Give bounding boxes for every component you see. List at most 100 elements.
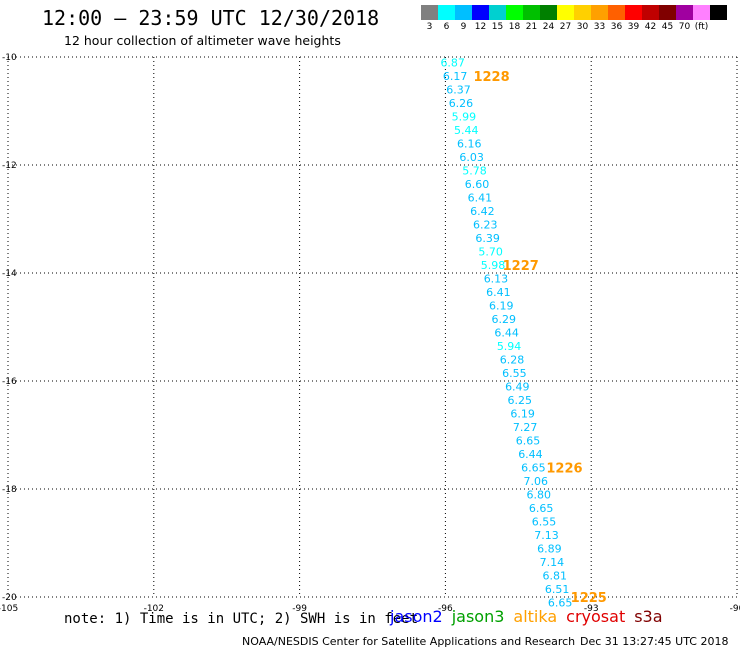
color-swatch	[642, 5, 659, 20]
swh-value-label: 6.41	[468, 191, 493, 204]
y-tick-label: -10	[2, 53, 17, 63]
color-swatch	[710, 5, 727, 20]
swh-value-label: 6.23	[473, 218, 498, 231]
color-swatch	[574, 5, 591, 20]
legend-entry-cryosat: cryosat	[566, 607, 626, 626]
satellite-legend: jason2 jason3 altika cryosat s3a	[390, 607, 672, 626]
color-scale-label: 15	[491, 22, 504, 32]
page-subtitle: 12 hour collection of altimeter wave hei…	[64, 33, 341, 48]
x-tick-label: -102	[144, 604, 164, 614]
swh-value-label: 5.44	[454, 124, 479, 137]
color-scale-legend: 3 6 9 12 15 18 21 24 27 30 33 36 39 42 45 70 (ft)	[421, 5, 729, 35]
legend-entry-jason3: jason3	[451, 607, 505, 626]
color-scale-label: 42	[644, 22, 657, 32]
color-swatch	[472, 5, 489, 20]
page-title: 12:00 – 23:59 UTC 12/30/2018	[42, 6, 380, 30]
y-tick-label: -14	[2, 269, 17, 279]
y-tick-label: -20	[2, 593, 17, 603]
color-swatch	[455, 5, 472, 20]
swh-value-label: 6.26	[449, 97, 474, 110]
swh-value-label: 6.89	[537, 542, 562, 555]
swh-value-label: 6.03	[459, 151, 484, 164]
color-scale-label: 21	[525, 22, 538, 32]
x-tick-label: -99	[292, 604, 307, 614]
legend-entry-s3a: s3a	[634, 607, 663, 626]
swh-value-label: 6.39	[475, 232, 500, 245]
swh-value-label: 6.80	[526, 488, 551, 501]
swh-value-label: 6.81	[543, 569, 568, 582]
swh-value-label: 7.27	[513, 421, 538, 434]
color-scale-label: 18	[508, 22, 521, 32]
time-label: 1228	[473, 70, 509, 85]
color-swatch	[421, 5, 438, 20]
swh-value-label: 6.44	[518, 448, 543, 461]
swh-value-label: 7.13	[534, 529, 559, 542]
x-tick-label: -96	[438, 604, 453, 614]
y-tick-label: -16	[2, 377, 17, 387]
legend-entry-altika: altika	[513, 607, 558, 626]
time-label: 1227	[503, 259, 539, 274]
note-text: note: 1) Time is in UTC; 2) SWH is in fe…	[64, 611, 419, 627]
swh-value-label: 6.51	[545, 583, 570, 596]
swh-value-label: 5.99	[452, 110, 477, 123]
time-label: 1225	[571, 591, 607, 606]
swh-value-label: 5.94	[497, 340, 522, 353]
color-scale-label: (ft)	[694, 22, 709, 32]
time-label: 1226	[546, 461, 582, 476]
color-swatch	[540, 5, 557, 20]
color-scale-label: 12	[474, 22, 487, 32]
color-scale-label: 39	[627, 22, 640, 32]
swh-value-label: 6.60	[465, 178, 490, 191]
x-tick-label: -90	[730, 604, 740, 614]
color-scale-label: 3	[426, 22, 433, 32]
color-scale-label: 24	[542, 22, 555, 32]
color-swatch	[693, 5, 710, 20]
x-tick-label: -105	[0, 604, 18, 614]
color-scale-label: 27	[559, 22, 572, 32]
swh-value-label: 6.28	[500, 353, 525, 366]
swh-value-label: 7.06	[524, 475, 549, 488]
swh-value-label: 5.98	[481, 259, 506, 272]
swh-value-label: 6.65	[529, 502, 554, 515]
color-swatch	[438, 5, 455, 20]
color-swatch	[625, 5, 642, 20]
swh-value-label: 6.65	[516, 434, 541, 447]
color-swatch	[489, 5, 506, 20]
swh-value-label: 6.87	[440, 56, 465, 69]
timestamp-text: Dec 31 13:27:45 UTC 2018	[580, 635, 729, 648]
color-swatch	[506, 5, 523, 20]
swh-value-label: 7.14	[540, 556, 565, 569]
color-scale-label: 33	[593, 22, 606, 32]
color-swatch	[591, 5, 608, 20]
swh-value-label: 6.19	[489, 299, 514, 312]
swh-value-label: 6.55	[502, 367, 527, 380]
credit-text: NOAA/NESDIS Center for Satellite Applica…	[242, 635, 576, 648]
swh-value-label: 6.65	[521, 461, 546, 474]
swh-value-label: 5.70	[478, 245, 503, 258]
color-scale-label: 30	[576, 22, 589, 32]
swh-value-label: 6.37	[446, 83, 471, 96]
color-scale-label: 9	[460, 22, 467, 32]
color-swatch	[659, 5, 676, 20]
swh-value-label: 6.13	[484, 272, 509, 285]
swh-value-label: 6.44	[494, 326, 519, 339]
color-swatch	[557, 5, 574, 20]
swh-value-label: 6.29	[491, 313, 516, 326]
y-tick-label: -18	[2, 485, 17, 495]
swh-value-label: 6.49	[505, 380, 530, 393]
swh-value-label: 5.78	[462, 164, 487, 177]
swh-value-label: 6.16	[457, 137, 482, 150]
color-scale-labels: 3 6 9 12 15 18 21 24 27 30 33 36 39 42 45 70 (ft)	[421, 22, 729, 32]
color-scale-label: 36	[610, 22, 623, 32]
color-swatch	[608, 5, 625, 20]
swh-value-label: 6.17	[443, 70, 468, 83]
color-swatch	[676, 5, 693, 20]
color-swatch	[523, 5, 540, 20]
swh-value-label: 6.65	[548, 596, 573, 609]
color-scale-label: 6	[443, 22, 450, 32]
swh-value-label: 6.19	[510, 407, 535, 420]
legend-entry-jason2: jason2	[390, 607, 443, 626]
swh-value-label: 6.42	[470, 205, 495, 218]
x-tick-label: -93	[584, 604, 599, 614]
